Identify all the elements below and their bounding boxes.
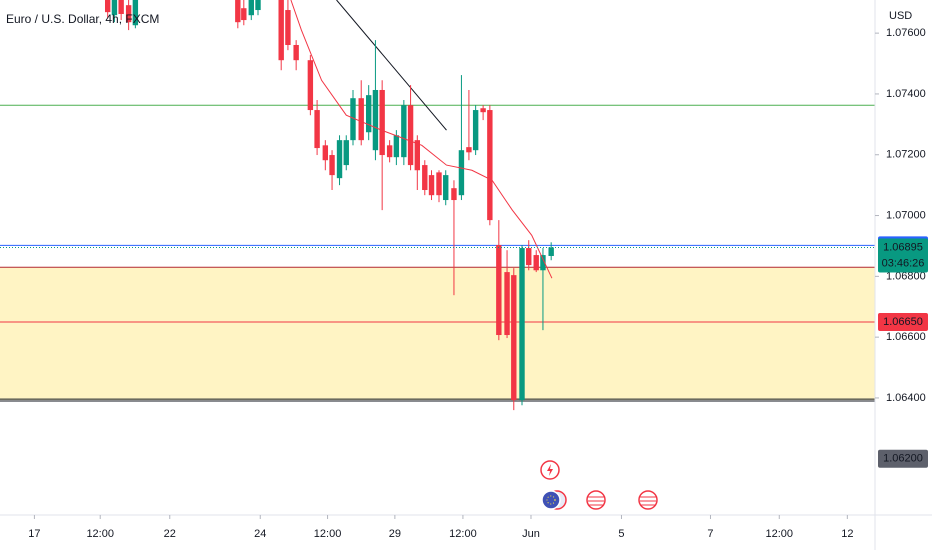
price-badge-label: 1.06895 xyxy=(883,241,923,253)
candle-body xyxy=(104,0,111,13)
candle-body xyxy=(422,165,428,191)
candle-body xyxy=(548,247,554,256)
x-tick-label: 12:00 xyxy=(86,528,114,540)
x-tick-label: Jun xyxy=(522,528,540,540)
candle-body xyxy=(350,98,356,141)
candle-body xyxy=(519,248,525,401)
candle-body xyxy=(314,110,320,149)
candle-body xyxy=(343,140,349,166)
x-tick-label: 22 xyxy=(164,528,176,540)
chart-title: Euro / U.S. Dollar, 4h, FXCM xyxy=(6,12,159,26)
event-icons xyxy=(540,460,658,510)
moving-average xyxy=(290,0,553,279)
candle-body xyxy=(504,272,510,336)
x-tick-label: 12:00 xyxy=(766,528,794,540)
level-badge xyxy=(878,312,928,331)
candle-body xyxy=(393,135,400,158)
countdown: 03:46:26 xyxy=(882,257,925,269)
x-tick-label: 7 xyxy=(707,528,713,540)
candle-body xyxy=(111,0,118,16)
x-tick-label: 12:00 xyxy=(314,528,342,540)
y-tick-label: 1.06400 xyxy=(886,392,926,404)
candle-body xyxy=(329,155,335,176)
candle-body xyxy=(365,95,372,133)
y-tick-label: 1.07400 xyxy=(886,88,926,100)
candle-body xyxy=(466,147,472,153)
candle-body xyxy=(132,0,139,26)
candle-body xyxy=(480,108,486,113)
candle-body xyxy=(436,172,442,196)
x-tick-label: 12 xyxy=(841,528,853,540)
candle-body xyxy=(533,255,539,271)
candle-body xyxy=(451,188,457,201)
candle-body xyxy=(336,140,343,179)
candle-body xyxy=(487,110,493,221)
candle-body xyxy=(379,89,385,156)
x-tick-label: 24 xyxy=(254,528,266,540)
candle-body xyxy=(511,275,517,401)
candle-body xyxy=(255,0,261,11)
candle-body xyxy=(293,44,299,61)
candle-body xyxy=(526,248,532,266)
candle-body xyxy=(372,89,379,151)
y-tick-label: 1.07000 xyxy=(886,209,926,221)
plot-area xyxy=(0,0,875,411)
price-badge xyxy=(878,238,928,273)
candle-body xyxy=(358,98,364,141)
y-tick-label: 1.07200 xyxy=(886,149,926,161)
candle-body xyxy=(118,0,124,14)
x-tick-label: 29 xyxy=(389,528,401,540)
candle-body xyxy=(407,105,414,166)
candle-body xyxy=(278,0,284,61)
candle-body xyxy=(285,10,291,45)
x-tick-label: 17 xyxy=(28,528,40,540)
candle-body xyxy=(414,140,421,171)
gray-badge xyxy=(878,449,928,468)
candle-body xyxy=(386,145,393,158)
x-tick-label: 12:00 xyxy=(449,528,477,540)
candle-body xyxy=(458,150,465,196)
x-tick-label: 5 xyxy=(618,528,624,540)
candle-body xyxy=(496,245,502,336)
level-badge-label: 1.06650 xyxy=(883,316,923,328)
currency: USD xyxy=(889,10,912,22)
candle-body xyxy=(241,8,247,21)
candle-body xyxy=(428,175,435,196)
candle-body xyxy=(248,0,254,16)
y-tick-label: 1.06600 xyxy=(886,331,926,343)
candle-body xyxy=(125,5,132,23)
gray-badge-label: 1.06200 xyxy=(883,453,923,465)
y-tick-label: 1.07600 xyxy=(886,27,926,39)
candle-body xyxy=(322,145,329,161)
y-tick-label: 1.06800 xyxy=(886,270,926,282)
candle-body xyxy=(443,175,449,201)
candle-body xyxy=(235,0,241,23)
candle-body xyxy=(472,110,479,151)
trend-line xyxy=(336,0,447,131)
candle-body xyxy=(540,255,546,271)
candle-body xyxy=(307,60,314,111)
candle-body xyxy=(401,105,407,158)
zone xyxy=(0,267,875,401)
